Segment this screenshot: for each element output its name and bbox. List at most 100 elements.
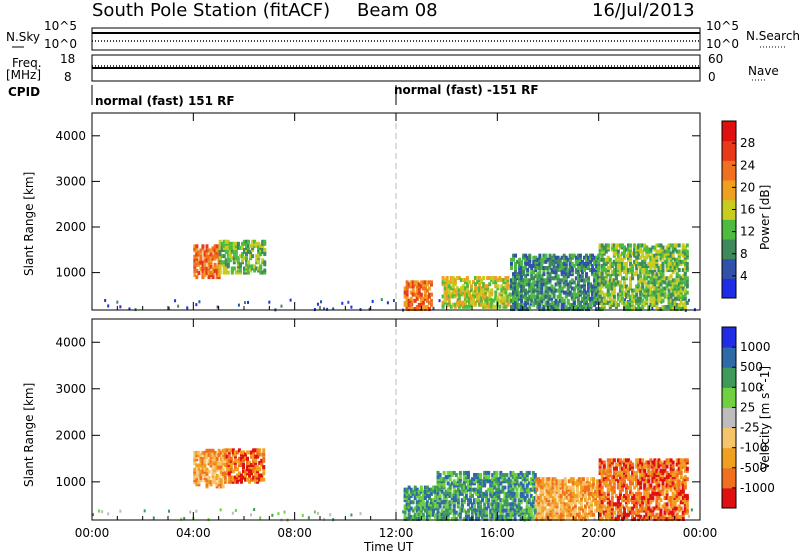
power-cell <box>661 274 665 279</box>
power-cell <box>498 278 502 283</box>
velocity-cell <box>616 473 620 478</box>
velocity-cell <box>683 508 687 513</box>
velocity-cell <box>258 448 262 453</box>
power-cell <box>213 248 217 253</box>
velocity-cell <box>515 479 519 484</box>
power-cell <box>622 276 626 281</box>
velocity-cell <box>419 489 423 494</box>
power-cell <box>629 261 633 266</box>
power-cell <box>242 266 246 271</box>
velocity-cell <box>683 493 687 498</box>
velocity-cell <box>675 485 679 490</box>
power-cell <box>587 290 591 295</box>
velocity-cell <box>669 477 673 482</box>
velocity-cell <box>618 479 622 484</box>
velocity-cell <box>608 506 612 511</box>
power-cell <box>257 268 261 273</box>
power-cell <box>643 261 647 266</box>
power-cell <box>255 266 259 271</box>
power-cell <box>542 257 546 262</box>
power-cell <box>514 282 518 287</box>
velocity-cell <box>442 498 446 503</box>
power-cell <box>578 292 582 297</box>
velocity-cell <box>203 476 207 481</box>
velocity-cell <box>565 508 569 513</box>
power-cell <box>532 288 536 293</box>
power-cell <box>612 296 616 301</box>
velocity-cell <box>537 483 541 488</box>
velocity-cell <box>434 489 437 494</box>
velocity-cell <box>561 504 565 509</box>
power-cell <box>459 302 463 307</box>
power-cell <box>637 282 641 287</box>
power-cell <box>614 261 618 266</box>
velocity-cell <box>639 502 643 507</box>
velocity-cell <box>610 506 614 511</box>
velocity-cell <box>606 487 610 492</box>
velocity-cell <box>462 485 466 490</box>
velocity-cell <box>567 491 571 496</box>
power-cell <box>451 292 455 297</box>
velocity-cell <box>505 516 509 521</box>
power-cell <box>681 259 685 264</box>
power-cell <box>193 262 197 267</box>
power-cell <box>465 298 469 303</box>
velocity-cell <box>262 477 266 482</box>
power-cell <box>564 261 568 266</box>
velocity-cell <box>588 493 592 498</box>
power-cell <box>598 247 602 252</box>
velocity-cell <box>655 468 659 473</box>
power-cell <box>562 284 566 289</box>
power-cell <box>554 255 558 260</box>
power-cell <box>647 280 651 285</box>
power-colorbar-segment <box>722 199 736 220</box>
velocity-cell <box>643 477 647 482</box>
power-cell <box>445 294 449 299</box>
power-cell <box>552 276 556 281</box>
velocity-cell <box>657 470 661 475</box>
velocity-cell <box>637 460 641 465</box>
power-cell <box>667 249 671 254</box>
velocity-cell <box>635 504 639 509</box>
power-cell <box>595 255 599 260</box>
power-cell <box>540 290 544 295</box>
velocity-cell <box>219 450 223 455</box>
velocity-cell <box>248 475 252 480</box>
power-cell <box>673 282 677 287</box>
velocity-cell <box>217 478 221 483</box>
power-cell <box>459 300 463 305</box>
velocity-cell <box>608 516 612 521</box>
power-cell <box>544 282 548 287</box>
velocity-cell <box>549 479 553 484</box>
power-cell <box>602 265 606 270</box>
velocity-cell <box>481 508 485 513</box>
power-cell <box>593 302 597 307</box>
velocity-cell <box>485 489 489 494</box>
power-cell <box>606 247 610 252</box>
power-cell <box>633 288 637 293</box>
velocity-cell <box>665 516 669 521</box>
velocity-cell <box>415 516 419 521</box>
velocity-cell <box>244 456 247 461</box>
velocity-cell <box>631 500 635 505</box>
velocity-cell <box>551 496 555 501</box>
power-cell <box>425 288 429 293</box>
power-cell <box>209 248 213 253</box>
power-cell <box>578 265 582 270</box>
power-cell <box>600 290 604 295</box>
power-cell <box>568 255 572 260</box>
velocity-cell <box>219 482 223 487</box>
velocity-cell <box>602 479 606 484</box>
velocity-cell <box>197 453 201 457</box>
velocity-cell <box>606 464 610 469</box>
velocity-cell <box>452 504 456 509</box>
velocity-cell <box>579 514 583 519</box>
power-cell <box>540 294 544 299</box>
velocity-cell <box>205 455 209 460</box>
velocity-cell <box>561 512 565 517</box>
power-cell <box>568 265 572 270</box>
velocity-cell <box>403 516 407 521</box>
velocity-cell <box>509 473 513 478</box>
velocity-cell <box>665 489 669 494</box>
velocity-cell <box>643 487 647 492</box>
